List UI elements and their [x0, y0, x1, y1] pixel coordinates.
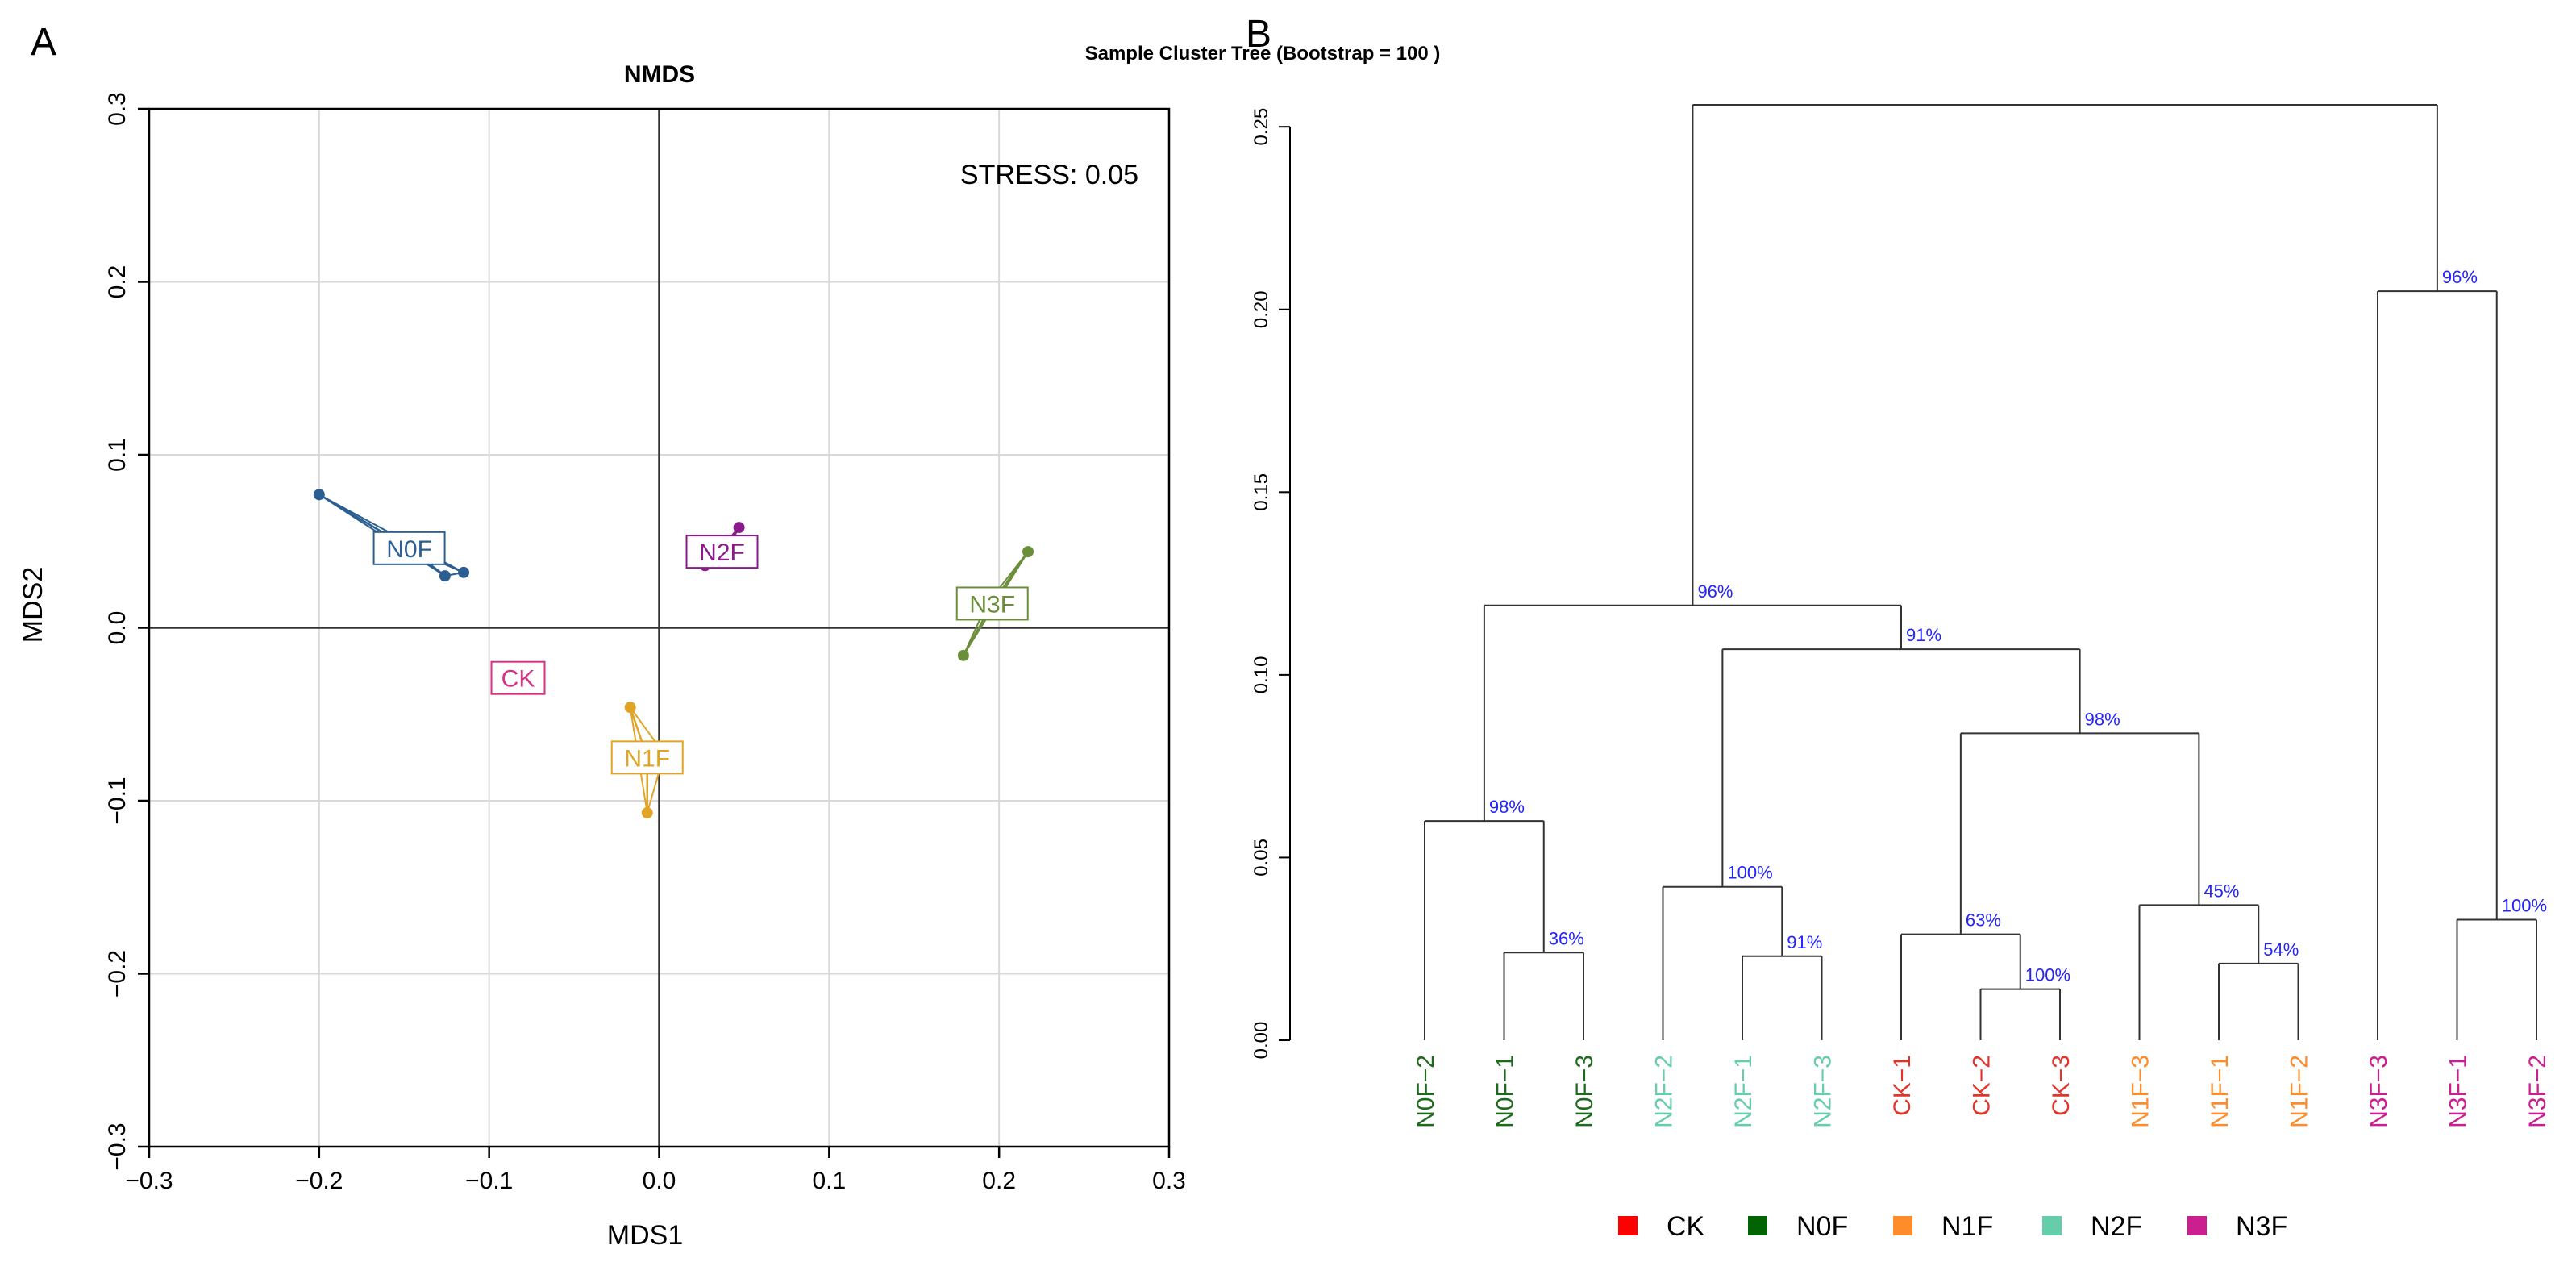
legend-label: N2F — [2091, 1211, 2142, 1242]
bootstrap-label: 45% — [2204, 881, 2239, 901]
x-tick-label: 0.1 — [812, 1168, 846, 1194]
group-n0f: N0F — [313, 489, 470, 582]
group-n2f: N2F — [685, 522, 759, 572]
sample-point — [624, 702, 636, 714]
nmds-plot: −0.3 −0.2 −0.1 0.0 0.1 0.2 0.3 −0.3 −0.2 −0.1 0.0 0… — [18, 61, 1186, 1251]
sample-point — [641, 807, 653, 819]
dendrogram-plot: Sample Cluster Tree (Bootstrap = 100 ) 0… — [1085, 43, 2551, 1242]
y-tick-label: −0.3 — [104, 1122, 131, 1170]
nmds-x-axis-label: MDS1 — [607, 1220, 683, 1251]
x-tick-label: 0.3 — [1152, 1168, 1186, 1194]
y-tick-label: −0.2 — [104, 950, 131, 998]
bootstrap-label: 96% — [1697, 581, 1733, 602]
leaf-label: N1F−3 — [2128, 1055, 2154, 1128]
y-tick-label: 0.10 — [1251, 656, 1272, 694]
leaf-label: N0F−2 — [1413, 1055, 1439, 1128]
group-ck: CK — [490, 660, 546, 695]
leaf-label: CK−2 — [1969, 1055, 1995, 1116]
group-label: N1F — [624, 745, 670, 772]
stress-annotation: STRESS: 0.05 — [960, 160, 1138, 190]
bootstrap-label: 98% — [1489, 797, 1525, 817]
y-tick-label: 0.2 — [104, 265, 131, 299]
legend-label: N3F — [2236, 1211, 2287, 1242]
dendrogram-y-axis: 0.00 0.05 0.10 0.15 0.20 0.25 — [1251, 108, 1291, 1060]
legend-label: N1F — [1941, 1211, 1993, 1242]
sample-point — [1022, 546, 1034, 558]
y-tick-label: 0.1 — [104, 438, 131, 472]
y-tick-label: 0.15 — [1251, 473, 1272, 511]
group-n1f: N1F — [610, 702, 684, 819]
bootstrap-label: 54% — [2263, 939, 2299, 960]
bootstrap-label: 96% — [2442, 267, 2478, 287]
nmds-y-axis-label: MDS2 — [18, 567, 48, 643]
nmds-axes: −0.3 −0.2 −0.1 0.0 0.1 0.2 0.3 −0.3 −0.2 −0.1 0.0 0… — [104, 92, 1186, 1194]
leaf-label: N3F−1 — [2445, 1055, 2472, 1128]
dendrogram-branches — [1424, 104, 2537, 1040]
x-tick-label: 0.2 — [982, 1168, 1016, 1194]
legend: CK N0F N1F N2F N3F — [1618, 1211, 2287, 1242]
panel-label-a: A — [31, 21, 56, 64]
leaf-label: N2F−2 — [1651, 1055, 1678, 1128]
sample-point — [313, 489, 325, 501]
bootstrap-label: 100% — [1727, 863, 1772, 883]
leaf-label: CK−1 — [1889, 1055, 1916, 1116]
x-tick-label: 0.0 — [643, 1168, 676, 1194]
legend-swatch — [1893, 1216, 1912, 1235]
sample-point — [957, 649, 969, 661]
leaf-labels: N0F−2 N0F−1 N0F−3 N2F−2 N2F−1 N2F−3 CK−1 CK−2 CK… — [1413, 1055, 2551, 1128]
legend-label: N0F — [1796, 1211, 1848, 1242]
leaf-label: N1F−1 — [2207, 1055, 2233, 1128]
group-label-box — [955, 586, 1029, 621]
nmds-title: NMDS — [624, 61, 695, 88]
leaf-label: N0F−1 — [1492, 1055, 1519, 1128]
y-tick-label: −0.1 — [104, 777, 131, 824]
bootstrap-label: 36% — [1549, 928, 1584, 948]
group-n3f: N3F — [955, 546, 1034, 661]
x-tick-label: −0.3 — [125, 1168, 173, 1194]
x-tick-label: −0.2 — [295, 1168, 343, 1194]
y-tick-label: 0.3 — [104, 92, 131, 126]
dendrogram-title: Sample Cluster Tree (Bootstrap = 100 ) — [1085, 43, 1441, 65]
y-tick-label: 0.00 — [1251, 1022, 1272, 1060]
legend-swatch — [2187, 1216, 2207, 1235]
bootstrap-label: 100% — [2502, 895, 2547, 915]
bootstrap-label: 91% — [1906, 625, 1941, 645]
group-label: N2F — [699, 539, 745, 566]
group-label-box — [685, 535, 759, 569]
group-label-box — [372, 531, 446, 565]
leaf-label: N2F−3 — [1810, 1055, 1837, 1128]
group-label: N0F — [386, 536, 432, 563]
bootstrap-label: 98% — [2085, 709, 2120, 729]
leaf-label: N2F−1 — [1730, 1055, 1757, 1128]
group-label: CK — [501, 666, 535, 693]
group-label-box — [610, 740, 684, 775]
bootstrap-label: 63% — [1966, 910, 2001, 931]
y-tick-label: 0.20 — [1251, 290, 1272, 328]
leaf-label: CK−3 — [2048, 1055, 2075, 1116]
leaf-label: N3F−3 — [2366, 1055, 2392, 1128]
sample-point — [458, 566, 470, 578]
legend-swatch — [1748, 1216, 1767, 1235]
group-label-box — [490, 660, 546, 695]
bootstrap-labels: 36% 98% 91% 100% 100% 63% 54% 45% 98% 91% 96% 100% 9… — [1489, 267, 2547, 985]
leaf-label: N0F−3 — [1571, 1055, 1598, 1128]
sample-point — [439, 570, 451, 582]
panel-label-b: B — [1246, 13, 1271, 56]
legend-label: CK — [1667, 1211, 1705, 1242]
x-tick-label: −0.1 — [465, 1168, 513, 1194]
bootstrap-label: 100% — [2025, 965, 2070, 985]
y-tick-label: 0.0 — [104, 611, 131, 645]
bootstrap-label: 91% — [1787, 932, 1822, 952]
sample-point — [733, 522, 745, 534]
nmds-groups: N0F N2F N3F N1F CK — [313, 489, 1034, 819]
leaf-label: N3F−2 — [2524, 1055, 2551, 1128]
y-tick-label: 0.25 — [1251, 108, 1272, 146]
group-label: N3F — [969, 591, 1015, 618]
legend-swatch — [2042, 1216, 2062, 1235]
legend-swatch — [1618, 1216, 1638, 1235]
leaf-label: N1F−2 — [2287, 1055, 2313, 1128]
y-tick-label: 0.05 — [1251, 839, 1272, 877]
